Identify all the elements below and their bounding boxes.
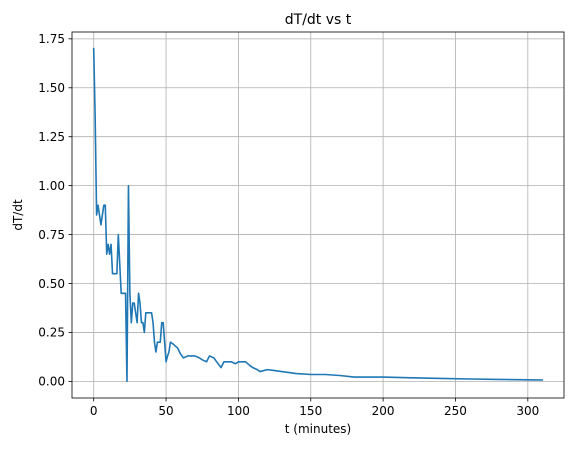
y-tick-label: 0.50 [38,277,65,291]
y-tick-label: 1.75 [38,32,65,46]
series-line [92,47,544,383]
y-tick-label: 0.00 [38,375,65,389]
x-tick-label: 100 [227,404,250,418]
y-tick-label: 1.00 [38,179,65,193]
y-tick-label: 0.75 [38,228,65,242]
x-axis-label: t (minutes) [285,422,351,436]
x-tick-label: 200 [372,404,395,418]
y-tick-label: 1.25 [38,130,65,144]
y-tick-label: 1.50 [38,81,65,95]
chart-title: dT/dt vs t [285,12,352,28]
plot-frame [71,31,565,399]
x-tick-label: 300 [516,404,539,418]
series-layer [92,47,544,383]
x-tick-label: 150 [299,404,322,418]
x-tick-label: 250 [444,404,467,418]
grid-layer [72,32,564,398]
y-tick-label: 0.25 [38,326,65,340]
y-axis-label: dT/dt [11,199,25,231]
x-tick-label: 50 [158,404,173,418]
ticks-layer: 0 50 100 150 200 250 300 0.00 0.25 0.50 0.75 1.00 1.… [38,32,539,418]
x-tick-label: 0 [90,404,98,418]
